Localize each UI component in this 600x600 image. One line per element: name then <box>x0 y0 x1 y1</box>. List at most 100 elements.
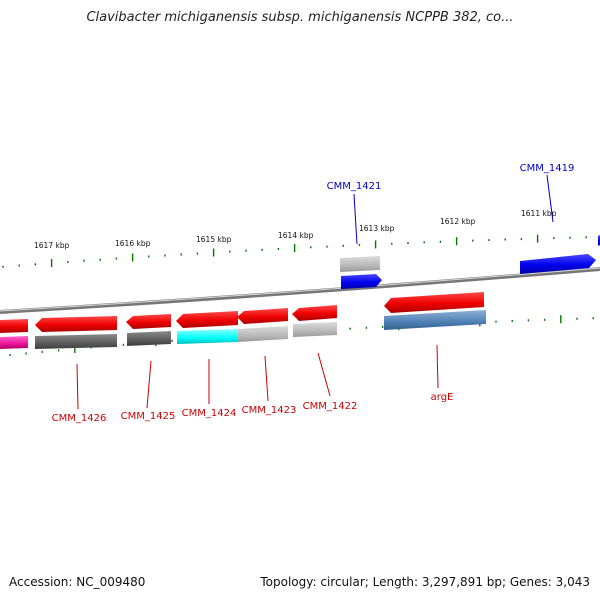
gene-label[interactable]: argE <box>431 392 454 403</box>
minor-tick <box>196 252 199 255</box>
gene-label[interactable]: CMM_1424 <box>182 408 237 419</box>
gene-label[interactable]: CMM_1422 <box>303 401 358 412</box>
major-tick <box>560 315 562 324</box>
major-tick <box>131 253 134 262</box>
major-tick <box>374 240 377 249</box>
minor-tick <box>342 244 344 247</box>
minor-tick <box>495 320 497 323</box>
minor-tick <box>41 350 44 353</box>
minor-tick <box>2 265 4 268</box>
minor-tick <box>349 327 351 330</box>
accession-text: Accession: NC_009480 <box>9 575 146 589</box>
label-leader-cmm-1425 <box>146 360 152 409</box>
label-leader-arge <box>436 344 439 389</box>
genome-backbone <box>0 267 600 314</box>
minor-tick <box>115 257 118 260</box>
minor-tick <box>180 253 182 256</box>
minor-tick <box>34 263 37 266</box>
minor-tick <box>9 354 11 356</box>
gene-label[interactable]: CMM_1423 <box>242 405 297 416</box>
minor-tick <box>439 240 442 243</box>
topology-text: Topology: circular; Length: 3,297,891 bp… <box>260 575 590 589</box>
minor-tick <box>569 236 571 239</box>
gene-label[interactable]: CMM_1425 <box>121 411 176 422</box>
minor-tick <box>164 254 166 257</box>
gene-feature-cmm-1419[interactable] <box>520 254 596 274</box>
minor-tick <box>527 319 530 322</box>
minor-tick <box>57 349 60 352</box>
label-leader-cmm-1423 <box>264 355 269 402</box>
minor-tick <box>122 343 125 346</box>
minor-tick <box>511 319 513 322</box>
minor-tick <box>381 325 384 328</box>
minor-tick <box>520 238 523 241</box>
minor-tick <box>310 246 312 249</box>
gene-feature-cmm-1422[interactable] <box>292 305 337 321</box>
minor-tick <box>99 258 101 261</box>
minor-tick <box>543 318 546 321</box>
major-tick <box>212 248 215 257</box>
minor-tick <box>18 264 20 267</box>
major-tick <box>50 259 53 268</box>
minor-tick <box>277 248 280 250</box>
gene-feature-cmm-1423[interactable] <box>237 308 288 324</box>
cog-track-fragment <box>0 336 28 349</box>
cog-track-arge <box>384 310 486 330</box>
gene-feature-cmm-1426[interactable] <box>35 316 117 332</box>
major-tick <box>536 234 539 243</box>
minor-tick <box>365 326 368 329</box>
minor-tick <box>25 352 27 355</box>
cog-track-cmm-1423 <box>238 326 288 342</box>
scale-label: 1615 kbp <box>196 235 232 244</box>
cog-track-cmm-1425 <box>127 331 171 346</box>
gene-feature-cmm-1425[interactable] <box>126 314 171 329</box>
scale-label: 1613 kbp <box>359 224 395 233</box>
minor-tick <box>148 255 150 258</box>
gene-feature-arge[interactable] <box>384 292 484 313</box>
major-tick <box>455 237 458 246</box>
minor-tick <box>488 239 490 242</box>
minor-tick <box>407 242 409 244</box>
minor-tick <box>423 241 425 244</box>
minor-tick <box>592 317 594 320</box>
cog-track-cmm-1424 <box>177 329 238 344</box>
gene-label[interactable]: CMM_1426 <box>52 413 107 424</box>
gene-feature-cmm-1424[interactable] <box>176 311 238 328</box>
minor-tick <box>358 244 361 247</box>
upper-tick-ring <box>2 234 587 268</box>
cog-track-cmm-1422 <box>293 322 337 337</box>
label-leader-cmm-1421 <box>353 193 358 245</box>
gene-feature-cmm-1421-track[interactable] <box>340 256 380 272</box>
gene-feature-fragment[interactable] <box>0 319 28 333</box>
minor-tick <box>67 261 69 263</box>
genome-backbone-highlight <box>0 267 600 312</box>
scale-label: 1617 kbp <box>34 241 70 250</box>
minor-tick <box>261 248 263 251</box>
minor-tick <box>576 317 578 320</box>
cog-track-cmm-1426 <box>35 334 117 349</box>
minor-tick <box>171 339 173 342</box>
minor-tick <box>504 238 506 241</box>
minor-tick <box>83 259 85 262</box>
minor-tick <box>472 239 474 242</box>
label-leader-cmm-1426 <box>76 363 79 410</box>
gene-label[interactable]: CMM_1421 <box>327 181 382 192</box>
minor-tick <box>245 249 247 252</box>
major-tick <box>293 244 296 253</box>
minor-tick <box>326 245 328 248</box>
minor-tick <box>229 250 231 253</box>
major-tick <box>74 345 76 353</box>
gene-feature-cmm-1421[interactable] <box>341 274 382 289</box>
minor-tick <box>391 242 393 245</box>
label-leader-cmm-1419 <box>546 174 554 223</box>
minor-tick <box>585 236 587 239</box>
map-title: Clavibacter michiganensis subsp. michiga… <box>86 10 514 25</box>
scale-label: 1612 kbp <box>440 217 476 226</box>
scale-label: 1614 kbp <box>278 231 314 240</box>
gene-label[interactable]: CMM_1419 <box>520 163 575 174</box>
minor-tick <box>553 237 555 240</box>
scale-label: 1611 kbp <box>521 209 557 218</box>
scale-label: 1616 kbp <box>115 239 151 248</box>
